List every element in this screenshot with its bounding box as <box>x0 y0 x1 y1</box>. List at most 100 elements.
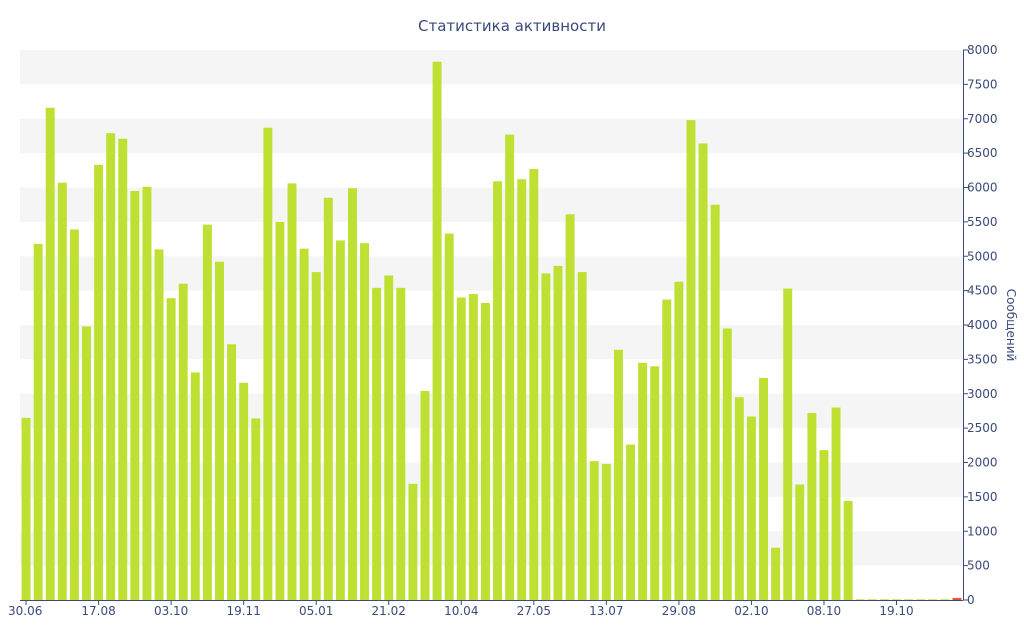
bar <box>795 484 805 600</box>
bar <box>613 349 623 600</box>
bar <box>142 186 152 600</box>
bar <box>807 413 817 600</box>
bar <box>82 326 91 601</box>
x-tick-label: 19.10 <box>879 604 913 618</box>
bars-group <box>21 61 962 601</box>
y-tick-label: 1500 <box>967 490 998 504</box>
bar <box>529 168 539 600</box>
bar <box>275 221 285 601</box>
bar <box>408 483 418 600</box>
grid-band <box>20 187 963 222</box>
x-tick-label: 03.10 <box>154 604 188 618</box>
bar <box>384 275 394 600</box>
x-tick-label: 27.05 <box>517 604 551 618</box>
y-tick-label: 6000 <box>967 181 998 195</box>
bar <box>904 599 914 601</box>
grid-band <box>20 393 963 429</box>
bar <box>21 417 31 600</box>
x-tick-label: 30.06 <box>8 604 42 618</box>
bar <box>178 283 188 600</box>
x-tick-label: 08.10 <box>807 604 841 618</box>
x-tick-label: 21.02 <box>372 604 406 618</box>
grid-band <box>20 531 963 566</box>
bar <box>783 288 793 600</box>
bar <box>190 372 200 600</box>
y-tick-label: 3000 <box>967 387 998 401</box>
bar <box>202 224 212 601</box>
bar <box>650 366 660 600</box>
bar <box>843 501 853 600</box>
bar <box>45 107 55 600</box>
bar <box>734 397 744 600</box>
bar <box>347 188 357 600</box>
y-tick-label: 5000 <box>967 249 998 263</box>
bar <box>166 298 176 600</box>
y-tick-label: 4000 <box>967 318 998 332</box>
x-tick-label: 02.10 <box>734 604 768 618</box>
grid-bands <box>20 50 963 566</box>
y-tick-label: 2500 <box>967 421 998 435</box>
bar <box>916 599 926 601</box>
bar <box>892 599 901 601</box>
bar <box>505 134 515 600</box>
bar <box>360 243 370 600</box>
x-tick-label: 05.01 <box>299 604 333 618</box>
bar <box>638 362 648 600</box>
y-tick-label: 5500 <box>967 215 998 229</box>
bar <box>541 273 551 600</box>
bar <box>855 599 865 601</box>
bar <box>69 229 79 600</box>
x-tick-label: 17.08 <box>81 604 115 618</box>
bar <box>468 294 478 600</box>
x-tick-label: 19.11 <box>226 604 260 618</box>
grid-band <box>20 462 963 497</box>
grid-band <box>20 325 963 360</box>
y-axis-title: Сообщений <box>1004 289 1018 362</box>
bar <box>746 416 756 600</box>
bar <box>879 599 889 601</box>
grid-band <box>20 256 963 291</box>
bar <box>493 181 503 600</box>
bar <box>33 243 43 601</box>
bar <box>420 391 430 600</box>
bar <box>215 261 224 600</box>
bar <box>335 240 345 600</box>
bar <box>698 143 708 600</box>
bar <box>759 377 768 600</box>
x-tick-label: 13.07 <box>589 604 623 618</box>
bar <box>227 344 237 600</box>
bar <box>432 61 442 600</box>
bar <box>118 138 128 600</box>
bar <box>57 182 67 600</box>
y-tick-label: 7500 <box>967 77 998 91</box>
bar <box>299 248 309 600</box>
bar <box>940 599 950 601</box>
bar <box>831 407 841 600</box>
bar <box>311 272 321 600</box>
bar <box>130 190 140 600</box>
bar <box>553 265 563 601</box>
chart-title: Статистика активности <box>418 17 606 35</box>
y-tick-label: 6500 <box>967 146 998 160</box>
y-tick-label: 1000 <box>967 524 998 538</box>
y-tick-label: 3500 <box>967 352 998 366</box>
bar <box>819 450 829 601</box>
y-tick-label: 500 <box>967 559 990 573</box>
bar <box>480 303 490 600</box>
bar <box>674 281 684 600</box>
y-tick-label: 8000 <box>967 43 998 57</box>
grid-band <box>20 118 963 154</box>
bar <box>952 597 962 600</box>
bar <box>251 418 261 600</box>
bar <box>686 120 696 601</box>
bar <box>662 299 672 600</box>
y-tick-label: 2000 <box>967 456 998 470</box>
x-tick-label: 29.08 <box>662 604 696 618</box>
x-axis-ticks: 30.06 17.08 03.10 19.11 05.01 21.02 10.04 27.05… <box>8 600 914 618</box>
bar <box>589 461 599 601</box>
bar <box>323 197 333 600</box>
bar <box>372 287 382 601</box>
bar <box>601 463 611 601</box>
